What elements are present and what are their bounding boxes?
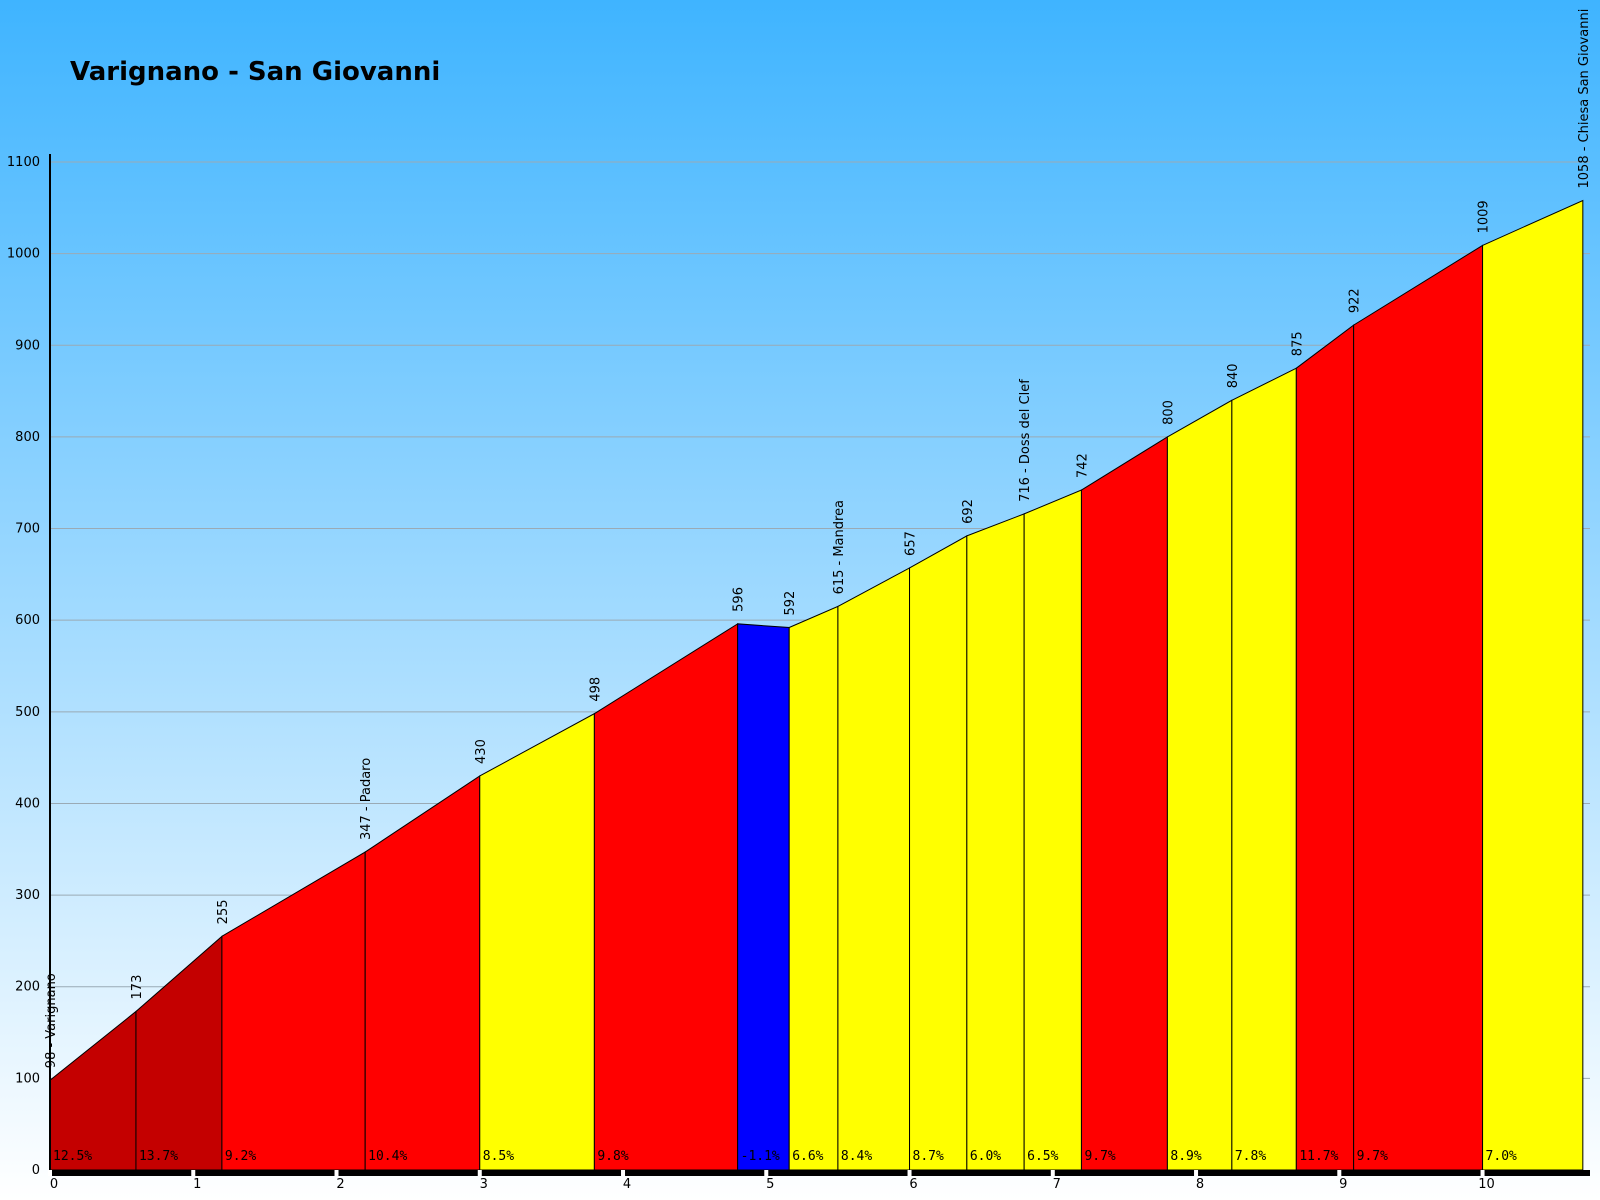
x-tick-label: 1 [193,1177,201,1192]
x-tick-label: 4 [623,1177,631,1192]
gradient-label: 8.4% [841,1149,872,1164]
axes: 0 100 200 300 400 500 600 700 800 900 1000 1100 0 1 2 3… [7,154,1590,1192]
profile-segments [49,199,1584,1171]
altitude-label: 255 [216,899,231,924]
x-tick-mark [191,1170,196,1176]
altitude-label: 800 [1161,400,1176,425]
profile-segment [1023,489,1082,1171]
y-tick-label: 200 [15,980,40,995]
y-tick-label: 500 [15,705,40,720]
y-tick-label: 900 [15,338,40,353]
x-tick-mark [621,1170,626,1176]
gradient-label: 9.8% [597,1149,628,1164]
x-tick-label: 7 [1053,1177,1061,1192]
altitude-label: 592 [783,591,798,616]
x-tick-label: 9 [1339,1177,1347,1192]
x-tick-mark [477,1170,482,1176]
gradient-label: 8.9% [1170,1149,1201,1164]
x-tick-mark [907,1170,912,1176]
profile-segment [1080,436,1168,1171]
gradient-labels: 12.5% 13.7% 9.2% 10.4% 8.5% 9.8% -1.1% 6.6% 8.4%… [53,1149,1517,1164]
y-tick-label: 0 [32,1163,40,1178]
y-tick-label: 600 [15,613,40,628]
x-tick-mark [764,1170,769,1176]
x-tick-label: 5 [766,1177,774,1192]
gradient-label: 7.0% [1486,1149,1517,1164]
x-tick-mark [334,1170,339,1176]
altitude-label: 875 [1290,331,1305,356]
y-tick-label: 100 [15,1071,40,1086]
y-tick-label: 700 [15,522,40,537]
altitude-label: 657 [904,531,919,556]
gradient-label: 7.8% [1235,1149,1266,1164]
gradient-label: 9.7% [1084,1149,1115,1164]
chart-title: Varignano - San Giovanni [70,57,440,87]
profile-segment [966,513,1025,1171]
profile-segment [837,567,911,1171]
x-tick-label: 2 [336,1177,344,1192]
x-tick-mark [1050,1170,1055,1176]
x-tick-label: 6 [909,1177,917,1192]
y-tick-label: 400 [15,796,40,811]
profile-segment [1353,244,1484,1171]
altitude-label: 615 - Mandrea [832,500,847,594]
x-tick-label: 10 [1478,1177,1495,1192]
x-tick-mark [48,1170,52,1176]
gradient-label: 6.6% [792,1149,823,1164]
profile-segment [593,622,739,1171]
altitude-label: 430 [474,739,489,764]
altitude-label: 692 [961,499,976,524]
profile-segment [1482,199,1584,1171]
profile-segment [1231,367,1297,1171]
gradient-label: 6.5% [1027,1149,1058,1164]
gradient-label: 12.5% [53,1149,92,1164]
profile-segment [1295,324,1355,1171]
x-tick-label: 8 [1196,1177,1204,1192]
altitude-label: 716 - Doss del Clef [1018,379,1033,502]
x-tick-mark [1194,1170,1199,1176]
profile-segment [909,535,968,1171]
profile-segment [737,623,790,1171]
profile-segment [1166,399,1233,1171]
altitude-label: 347 - Padaro [359,758,374,840]
altitude-label: 922 [1348,288,1363,313]
x-tick-mark [1337,1170,1342,1176]
altitude-label: 840 [1226,363,1241,388]
gradient-label: 9.2% [225,1149,256,1164]
gradient-label: 13.7% [139,1149,178,1164]
x-tick-mark [1480,1170,1485,1176]
gradient-label: -1.1% [741,1149,780,1164]
gradient-label: 8.5% [483,1149,514,1164]
y-tick-label: 1000 [7,247,40,262]
altitude-label: 498 [588,677,603,702]
altitude-labels: 98 - Varignano 173 255 347 - Padaro 430 498 59… [44,9,1592,1069]
y-tick-label: 800 [15,430,40,445]
gradient-label: 10.4% [368,1149,407,1164]
altitude-label: 173 [130,975,145,1000]
profile-segment [479,712,595,1171]
gradient-label: 8.7% [913,1149,944,1164]
profile-segment [788,605,839,1171]
x-tick-label: 3 [480,1177,488,1192]
y-tick-label: 1100 [7,155,40,170]
gradient-label: 9.7% [1357,1149,1388,1164]
altitude-label: 596 [732,587,747,612]
y-tick-label: 300 [15,888,40,903]
gradient-label: 6.0% [970,1149,1001,1164]
altitude-label: 98 - Varignano [44,973,59,1068]
x-axis-bar [50,1170,1590,1176]
gradient-label: 11.7% [1299,1149,1338,1164]
altitude-label: 1058 - Chiesa San Giovanni [1577,9,1592,189]
x-tick-label: 0 [50,1177,58,1192]
altitude-label: 742 [1075,453,1090,478]
altitude-label: 1009 [1477,200,1492,233]
